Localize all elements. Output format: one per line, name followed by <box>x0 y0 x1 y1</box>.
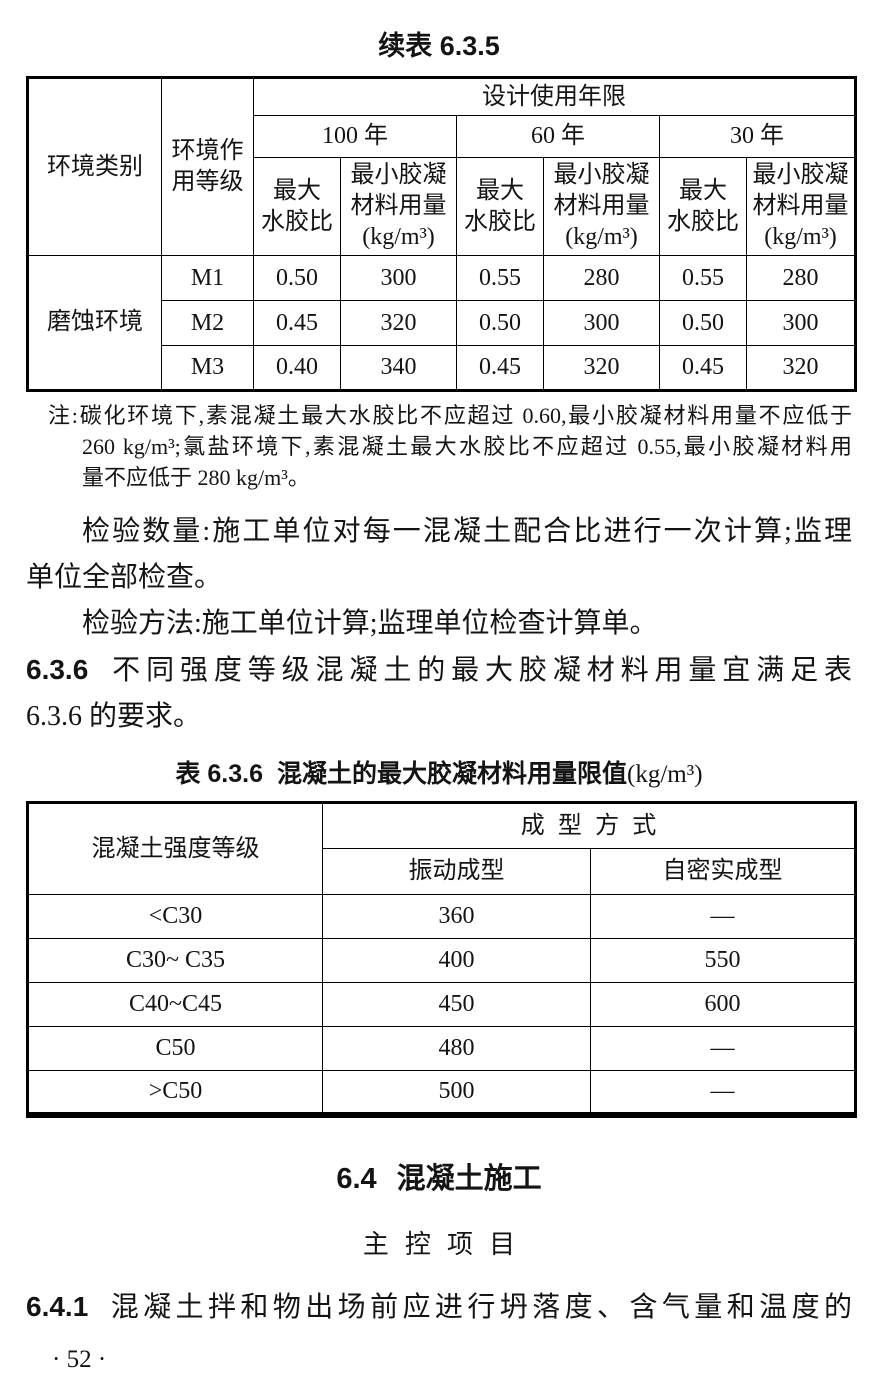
value-cell: 300 <box>746 300 856 346</box>
value-cell: 600 <box>590 982 856 1027</box>
header-year-100: 100 年 <box>253 115 457 158</box>
clause-text: 混凝土拌和物出场前应进行坍落度、含气量和温度的 <box>106 1291 852 1323</box>
continued-table-title: 续表 6.3.5 <box>378 31 500 61</box>
value-cell: — <box>590 1070 856 1115</box>
table-row: >C50 500 — <box>27 1070 856 1115</box>
header-design-life: 设计使用年限 <box>253 77 856 116</box>
header-concrete-grade: 混凝土强度等级 <box>27 802 323 895</box>
header-min-binder: 最小胶凝 材料用量 (kg/m³) <box>340 157 457 256</box>
table-row: 环境类别 环境作 用等级 设计使用年限 <box>27 77 856 256</box>
table-row: 100 年 60 年 30 年 <box>28 115 856 158</box>
value-cell: 0.55 <box>659 255 747 301</box>
header-env-category: 环境类别 <box>27 77 162 256</box>
clause-6-3-6-line1: 6.3.6 不同强度等级混凝土的最大胶凝材料用量宜满足表 <box>26 647 852 694</box>
table-row: 磨蚀环境 M1 0.50 300 0.55 280 0.55 280 <box>27 255 856 391</box>
value-cell: 0.45 <box>659 345 747 391</box>
header-year-30: 30 年 <box>659 115 856 158</box>
value-cell: 0.45 <box>253 300 341 346</box>
value-cell: 360 <box>322 894 591 939</box>
header-vibration-forming: 振动成型 <box>322 848 591 895</box>
header-max-water-binder: 最大 水胶比 <box>456 157 544 256</box>
note-label: 注: <box>48 403 78 428</box>
table-6-3-6: 混凝土强度等级 成型方式 振动成型 自密实成型 <C30 360 — C30~ … <box>26 801 857 1118</box>
header-max-water-binder: 最大 水胶比 <box>253 157 341 256</box>
header-env-action-level: 环境作 用等级 <box>161 77 254 256</box>
value-cell: 320 <box>340 300 457 346</box>
clause-number: 6.3.6 <box>26 654 89 685</box>
note-line: 量不应低于 280 kg/m³。 <box>82 465 310 490</box>
value-cell: — <box>590 1026 856 1071</box>
clause-text: 不同强度等级混凝土的最大胶凝材料用量宜满足表 <box>106 655 852 686</box>
table-title-text: 混凝土的最大胶凝材料用量限值 <box>277 760 628 788</box>
table-row: 振动成型 自密实成型 <box>28 848 856 895</box>
header-self-compacting: 自密实成型 <box>590 848 856 895</box>
section-6-4-heading: 6.4 混凝土施工 <box>26 1160 852 1198</box>
grade-cell: C30~ C35 <box>27 938 323 983</box>
table-6-3-5-continued: 环境类别 环境作 用等级 设计使用年限 100 年 60 年 30 年 最大 水… <box>26 76 857 392</box>
header-min-binder: 最小胶凝 材料用量 (kg/m³) <box>746 157 856 256</box>
section-number: 6.4 <box>336 1162 377 1195</box>
value-cell: 550 <box>590 938 856 983</box>
value-cell: 320 <box>543 345 660 391</box>
table-title-unit: (kg/m³) <box>627 761 703 788</box>
value-cell: 0.50 <box>253 255 341 301</box>
table-row: C40~C45 450 600 <box>27 982 856 1027</box>
clause-6-4-1-line1: 6.4.1 混凝土拌和物出场前应进行坍落度、含气量和温度的 <box>26 1284 852 1331</box>
inspection-quantity-line2: 单位全部检查。 <box>26 562 223 593</box>
grade-cell: C40~C45 <box>27 982 323 1027</box>
grade-cell: C50 <box>27 1026 323 1071</box>
inspection-quantity-line1: 检验数量:施工单位对每一混凝土配合比进行一次计算;监理 <box>82 516 852 547</box>
value-cell: 280 <box>543 255 660 301</box>
note-line: 260 kg/m³;氯盐环境下,素混凝土最大水胶比不应超过 0.55,最小胶凝材… <box>82 434 852 459</box>
grade-cell: >C50 <box>27 1070 323 1115</box>
header-year-60: 60 年 <box>456 115 660 158</box>
level-cell: M2 <box>161 300 254 346</box>
note-text: 碳化环境下,素混凝土最大水胶比不应超过 0.60,最小胶凝材料用量不应低于 <box>77 403 852 428</box>
page-number: · 52 · <box>52 1345 107 1373</box>
table-row: C50 480 — <box>27 1026 856 1071</box>
master-control-items-heading: 主控项目 <box>362 1229 532 1259</box>
header-max-water-binder: 最大 水胶比 <box>659 157 747 256</box>
value-cell: 300 <box>543 300 660 346</box>
level-cell: M1 <box>161 255 254 301</box>
section-title: 混凝土施工 <box>396 1162 542 1195</box>
table-note: 注:碳化环境下,素混凝土最大水胶比不应超过 0.60,最小胶凝材料用量不应低于 … <box>26 400 852 493</box>
table-number: 表 6.3.6 <box>175 760 263 788</box>
table-row: M3 0.40 340 0.45 320 0.45 320 <box>28 345 856 391</box>
group-label-abrasion-env: 磨蚀环境 <box>27 255 162 391</box>
table-6-3-6-title: 表 6.3.6 混凝土的最大胶凝材料用量限值(kg/m³) <box>26 758 852 791</box>
value-cell: 340 <box>340 345 457 391</box>
level-cell: M3 <box>161 345 254 391</box>
value-cell: 0.40 <box>253 345 341 391</box>
table-row: 混凝土强度等级 成型方式 <box>27 802 856 895</box>
value-cell: 480 <box>322 1026 591 1071</box>
value-cell: 0.50 <box>659 300 747 346</box>
body-paragraphs: 检验数量:施工单位对每一混凝土配合比进行一次计算;监理 单位全部检查。 检验方法… <box>26 509 852 740</box>
value-cell: 500 <box>322 1070 591 1115</box>
header-min-binder: 最小胶凝 材料用量 (kg/m³) <box>543 157 660 256</box>
value-cell: — <box>590 894 856 939</box>
value-cell: 450 <box>322 982 591 1027</box>
value-cell: 280 <box>746 255 856 301</box>
clause-number: 6.4.1 <box>26 1290 89 1322</box>
value-cell: 300 <box>340 255 457 301</box>
value-cell: 0.45 <box>456 345 544 391</box>
clause-6-3-6-line2: 6.3.6 的要求。 <box>26 701 202 732</box>
table-row: C30~ C35 400 550 <box>27 938 856 983</box>
value-cell: 0.55 <box>456 255 544 301</box>
header-forming-method: 成型方式 <box>322 802 856 849</box>
value-cell: 400 <box>322 938 591 983</box>
value-cell: 0.50 <box>456 300 544 346</box>
grade-cell: <C30 <box>27 894 323 939</box>
note-line: 注:碳化环境下,素混凝土最大水胶比不应超过 0.60,最小胶凝材料用量不应低于 <box>48 400 852 431</box>
table-row: <C30 360 — <box>27 894 856 939</box>
value-cell: 320 <box>746 345 856 391</box>
inspection-method-line: 检验方法:施工单位计算;监理单位检查计算单。 <box>82 608 658 639</box>
